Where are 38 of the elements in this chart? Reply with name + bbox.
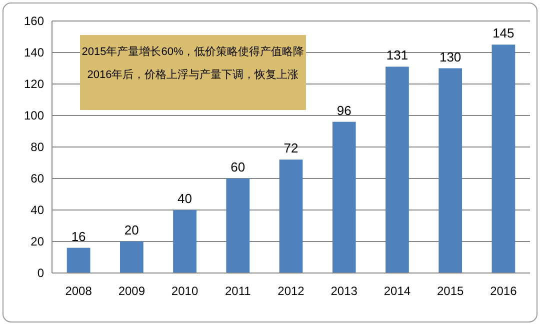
annotation: 2015年产量增长60%，低价策略使得产值略降 [82, 45, 304, 58]
data-label: 72 [284, 140, 298, 156]
data-label: 20 [124, 222, 139, 238]
y-tick-label: 20 [30, 234, 44, 248]
x-tick-label: 2010 [171, 284, 198, 298]
x-tick-label: 2015 [436, 284, 464, 298]
y-tick-label: 160 [24, 14, 44, 28]
bar [279, 160, 303, 273]
y-tick-label: 100 [24, 108, 44, 122]
bar [492, 44, 516, 273]
y-tick-label: 40 [30, 203, 44, 217]
x-tick-label: 2008 [65, 284, 92, 298]
bar [332, 122, 356, 273]
x-tick-label: 2012 [278, 284, 305, 298]
x-tick-label: 2014 [384, 284, 411, 298]
x-tick-label: 2009 [118, 284, 146, 298]
bar [438, 68, 462, 273]
data-label: 40 [178, 191, 192, 206]
y-tick-label: 80 [30, 140, 44, 154]
bar [386, 66, 409, 273]
x-tick-label: 2011 [224, 284, 252, 298]
annotation: 2016年后，价格上浮与产量下调，恢复上涨 [87, 68, 299, 81]
bar [226, 178, 250, 273]
data-label: 60 [230, 160, 246, 174]
y-tick-label: 0 [37, 266, 44, 280]
y-tick-label: 60 [30, 172, 44, 186]
data-label: 96 [336, 102, 352, 118]
data-label: 131 [386, 48, 408, 63]
x-tick-label: 2016 [490, 284, 518, 298]
y-tick-label: 140 [24, 46, 44, 60]
y-tick-label: 120 [24, 77, 44, 91]
bar [66, 248, 90, 273]
bar [173, 210, 196, 273]
data-label: 130 [439, 49, 462, 64]
data-label: 145 [492, 26, 514, 41]
x-tick-label: 2013 [330, 284, 358, 298]
bar [120, 242, 144, 273]
data-label: 16 [71, 228, 86, 244]
